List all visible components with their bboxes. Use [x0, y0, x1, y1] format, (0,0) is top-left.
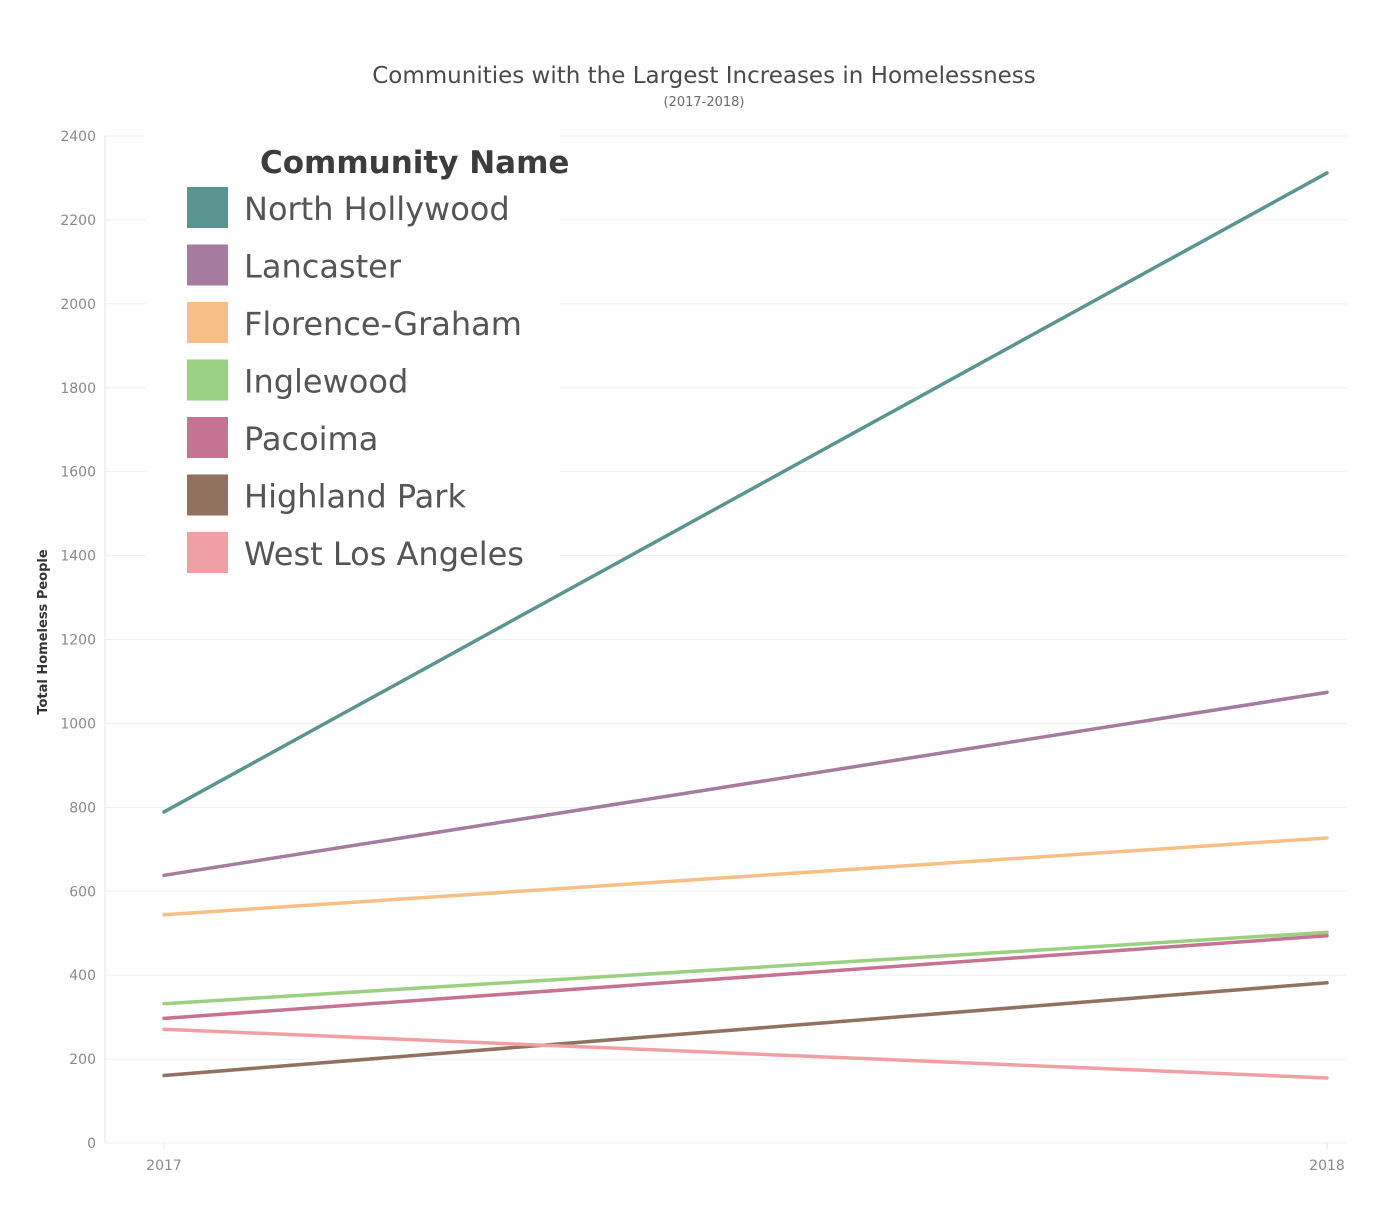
legend-swatch	[187, 532, 228, 573]
x-axis-ticks: 2017 2018	[146, 1143, 1345, 1174]
legend-swatch	[187, 244, 228, 286]
y-tick-label: 2200	[60, 213, 96, 229]
y-tick-label: 800	[69, 800, 96, 816]
y-tick-label: 0	[87, 1136, 96, 1152]
chart-title: Communities with the Largest Increases i…	[372, 63, 1036, 89]
x-tick-label: 2018	[1309, 1158, 1345, 1174]
series-line	[162, 171, 1329, 814]
series-line	[162, 836, 1329, 917]
legend-label: Lancaster	[244, 248, 402, 286]
legend-label: Pacoima	[244, 420, 378, 458]
legend-swatch	[187, 359, 228, 401]
y-tick-label: 1400	[60, 549, 96, 565]
series-line	[162, 933, 1329, 1021]
legend-label: Inglewood	[244, 363, 408, 401]
y-axis-ticks: 0 200 400 600 800 1000 1200 1400 1600 1800 2000 220…	[60, 129, 96, 1152]
legend-label: Highland Park	[244, 478, 466, 516]
legend-swatch	[187, 302, 228, 343]
legend-label: West Los Angeles	[244, 535, 524, 573]
chart-subtitle: (2017-2018)	[663, 95, 744, 110]
y-tick-label: 1000	[60, 716, 96, 732]
y-tick-label: 2000	[60, 297, 96, 313]
series-line	[162, 930, 1329, 1006]
y-tick-label: 1600	[60, 465, 96, 481]
y-tick-label: 200	[69, 1052, 96, 1068]
series-line	[162, 690, 1329, 878]
y-tick-label: 1800	[60, 381, 96, 397]
y-tick-label: 1200	[60, 633, 96, 649]
legend-title: Community Name	[260, 145, 569, 181]
series-layer	[162, 171, 1329, 1080]
y-axis-label: Total Homeless People	[36, 549, 51, 715]
y-tick-label: 400	[69, 968, 96, 984]
legend-swatch	[187, 474, 228, 516]
legend: Community Name North Hollywood Lancaster F…	[146, 132, 569, 592]
y-tick-label: 600	[69, 884, 96, 900]
legend-label: Florence-Graham	[244, 305, 522, 343]
series-line	[162, 1027, 1329, 1080]
y-tick-label: 2400	[60, 129, 96, 145]
legend-swatch	[187, 417, 228, 458]
x-tick-label: 2017	[146, 1158, 182, 1174]
legend-label: North Hollywood	[244, 190, 510, 228]
legend-swatch	[187, 187, 228, 228]
series-line	[162, 980, 1329, 1078]
